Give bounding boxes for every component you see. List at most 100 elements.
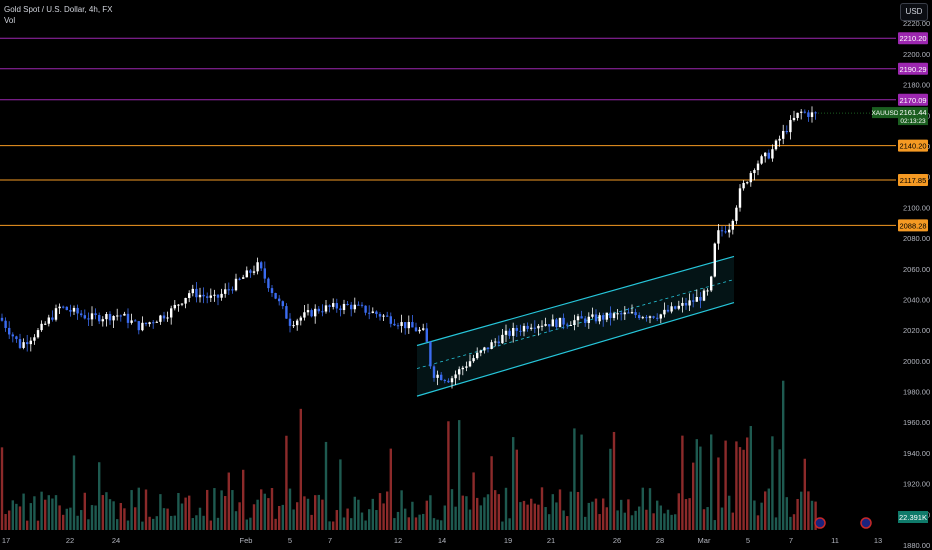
volume-bar	[497, 494, 500, 530]
volume-bar	[749, 426, 752, 530]
volume-bar	[713, 520, 716, 530]
candle-body	[65, 306, 68, 311]
candle-body	[166, 317, 169, 319]
candle-body	[144, 322, 148, 325]
volume-bar	[62, 514, 65, 530]
candle-body	[681, 302, 684, 306]
volume-bar	[810, 500, 814, 530]
volume-bar	[432, 518, 436, 530]
candle-body	[310, 310, 313, 317]
volume-bar	[249, 517, 252, 530]
candle-body	[749, 173, 752, 183]
candle-body	[771, 149, 774, 159]
volume-bar	[663, 513, 666, 530]
volume-bar	[184, 497, 187, 530]
y-tick-label: 2080.00	[903, 234, 930, 243]
x-tick-label: 5	[288, 536, 292, 545]
volume-bar	[33, 496, 36, 530]
level-label: 2140.20	[899, 142, 926, 151]
candle-body	[454, 374, 457, 379]
volume-bar	[677, 493, 680, 530]
volume-bar	[278, 505, 281, 530]
volume-bar	[51, 498, 54, 530]
candle-body	[47, 317, 50, 324]
volume-bar	[580, 434, 583, 530]
candle-body	[256, 262, 259, 272]
volume-bar	[173, 515, 176, 530]
currency-button[interactable]: USD	[900, 3, 928, 21]
candle-body	[400, 322, 403, 326]
volume-bar	[306, 498, 310, 530]
candle-body	[22, 342, 25, 348]
candle-body	[87, 318, 90, 320]
x-tick-label: 5	[746, 536, 750, 545]
candle-body	[177, 304, 180, 306]
x-tick-label: 7	[789, 536, 793, 545]
candle-body	[29, 340, 32, 345]
candle-body	[785, 130, 788, 133]
volume-bar	[346, 508, 349, 530]
volume-bar	[425, 500, 428, 530]
level-label: 2117.85	[900, 176, 927, 185]
volume-bar	[314, 495, 317, 530]
volume-bar	[227, 472, 230, 530]
y-tick-label: 1880.00	[903, 541, 930, 550]
volume-bar	[393, 518, 396, 530]
candle-body	[281, 301, 284, 307]
volume-bar	[753, 500, 756, 530]
candle-body	[494, 341, 497, 343]
volume-bar	[375, 510, 378, 530]
candle-body	[656, 317, 659, 319]
candle-body	[130, 320, 133, 323]
candle-body	[594, 314, 598, 322]
volume-bar	[537, 504, 540, 530]
volume-bar	[627, 499, 630, 530]
volume-bar	[188, 495, 191, 530]
candle-body	[292, 325, 295, 327]
candle-body	[620, 313, 623, 315]
candle-body	[800, 111, 803, 113]
volume-bar	[544, 507, 547, 530]
candle-body	[285, 306, 288, 319]
candle-body	[108, 314, 112, 321]
candle-body	[692, 300, 695, 302]
volume-bar	[465, 496, 468, 530]
candle-body	[778, 138, 781, 141]
volume-bar	[468, 509, 472, 530]
candle-body	[695, 296, 698, 302]
y-tick-label: 2000.00	[903, 357, 930, 366]
candle-body	[386, 315, 389, 317]
volume-bar	[15, 503, 18, 530]
x-tick-label: 13	[874, 536, 882, 545]
candle-body	[638, 315, 641, 319]
candle-body	[51, 317, 54, 320]
volume-bar	[256, 499, 259, 530]
volume-bar	[144, 489, 148, 530]
volume-bar	[710, 434, 713, 530]
volume-bar	[494, 490, 497, 530]
channel-upper	[416, 255, 735, 347]
volume-bar	[450, 489, 454, 530]
candle-body	[724, 231, 727, 233]
candle-body	[576, 316, 580, 321]
candle-body	[11, 334, 14, 337]
volume-bar	[598, 514, 601, 530]
volume-bar	[72, 455, 76, 530]
candle-body	[544, 324, 547, 326]
volume-bar	[321, 499, 324, 530]
volume-bar	[789, 516, 792, 530]
volume-bar	[353, 496, 356, 530]
candle-body	[710, 276, 713, 291]
volume-bar	[404, 508, 407, 530]
candle-body	[670, 306, 673, 312]
volume-bar	[526, 504, 529, 530]
candle-body	[213, 294, 216, 296]
candle-body	[152, 322, 155, 324]
volume-bar	[555, 502, 558, 530]
volume-bar	[4, 514, 7, 530]
candle-body	[249, 270, 252, 273]
candle-body	[753, 170, 756, 174]
candle-body	[227, 289, 230, 291]
